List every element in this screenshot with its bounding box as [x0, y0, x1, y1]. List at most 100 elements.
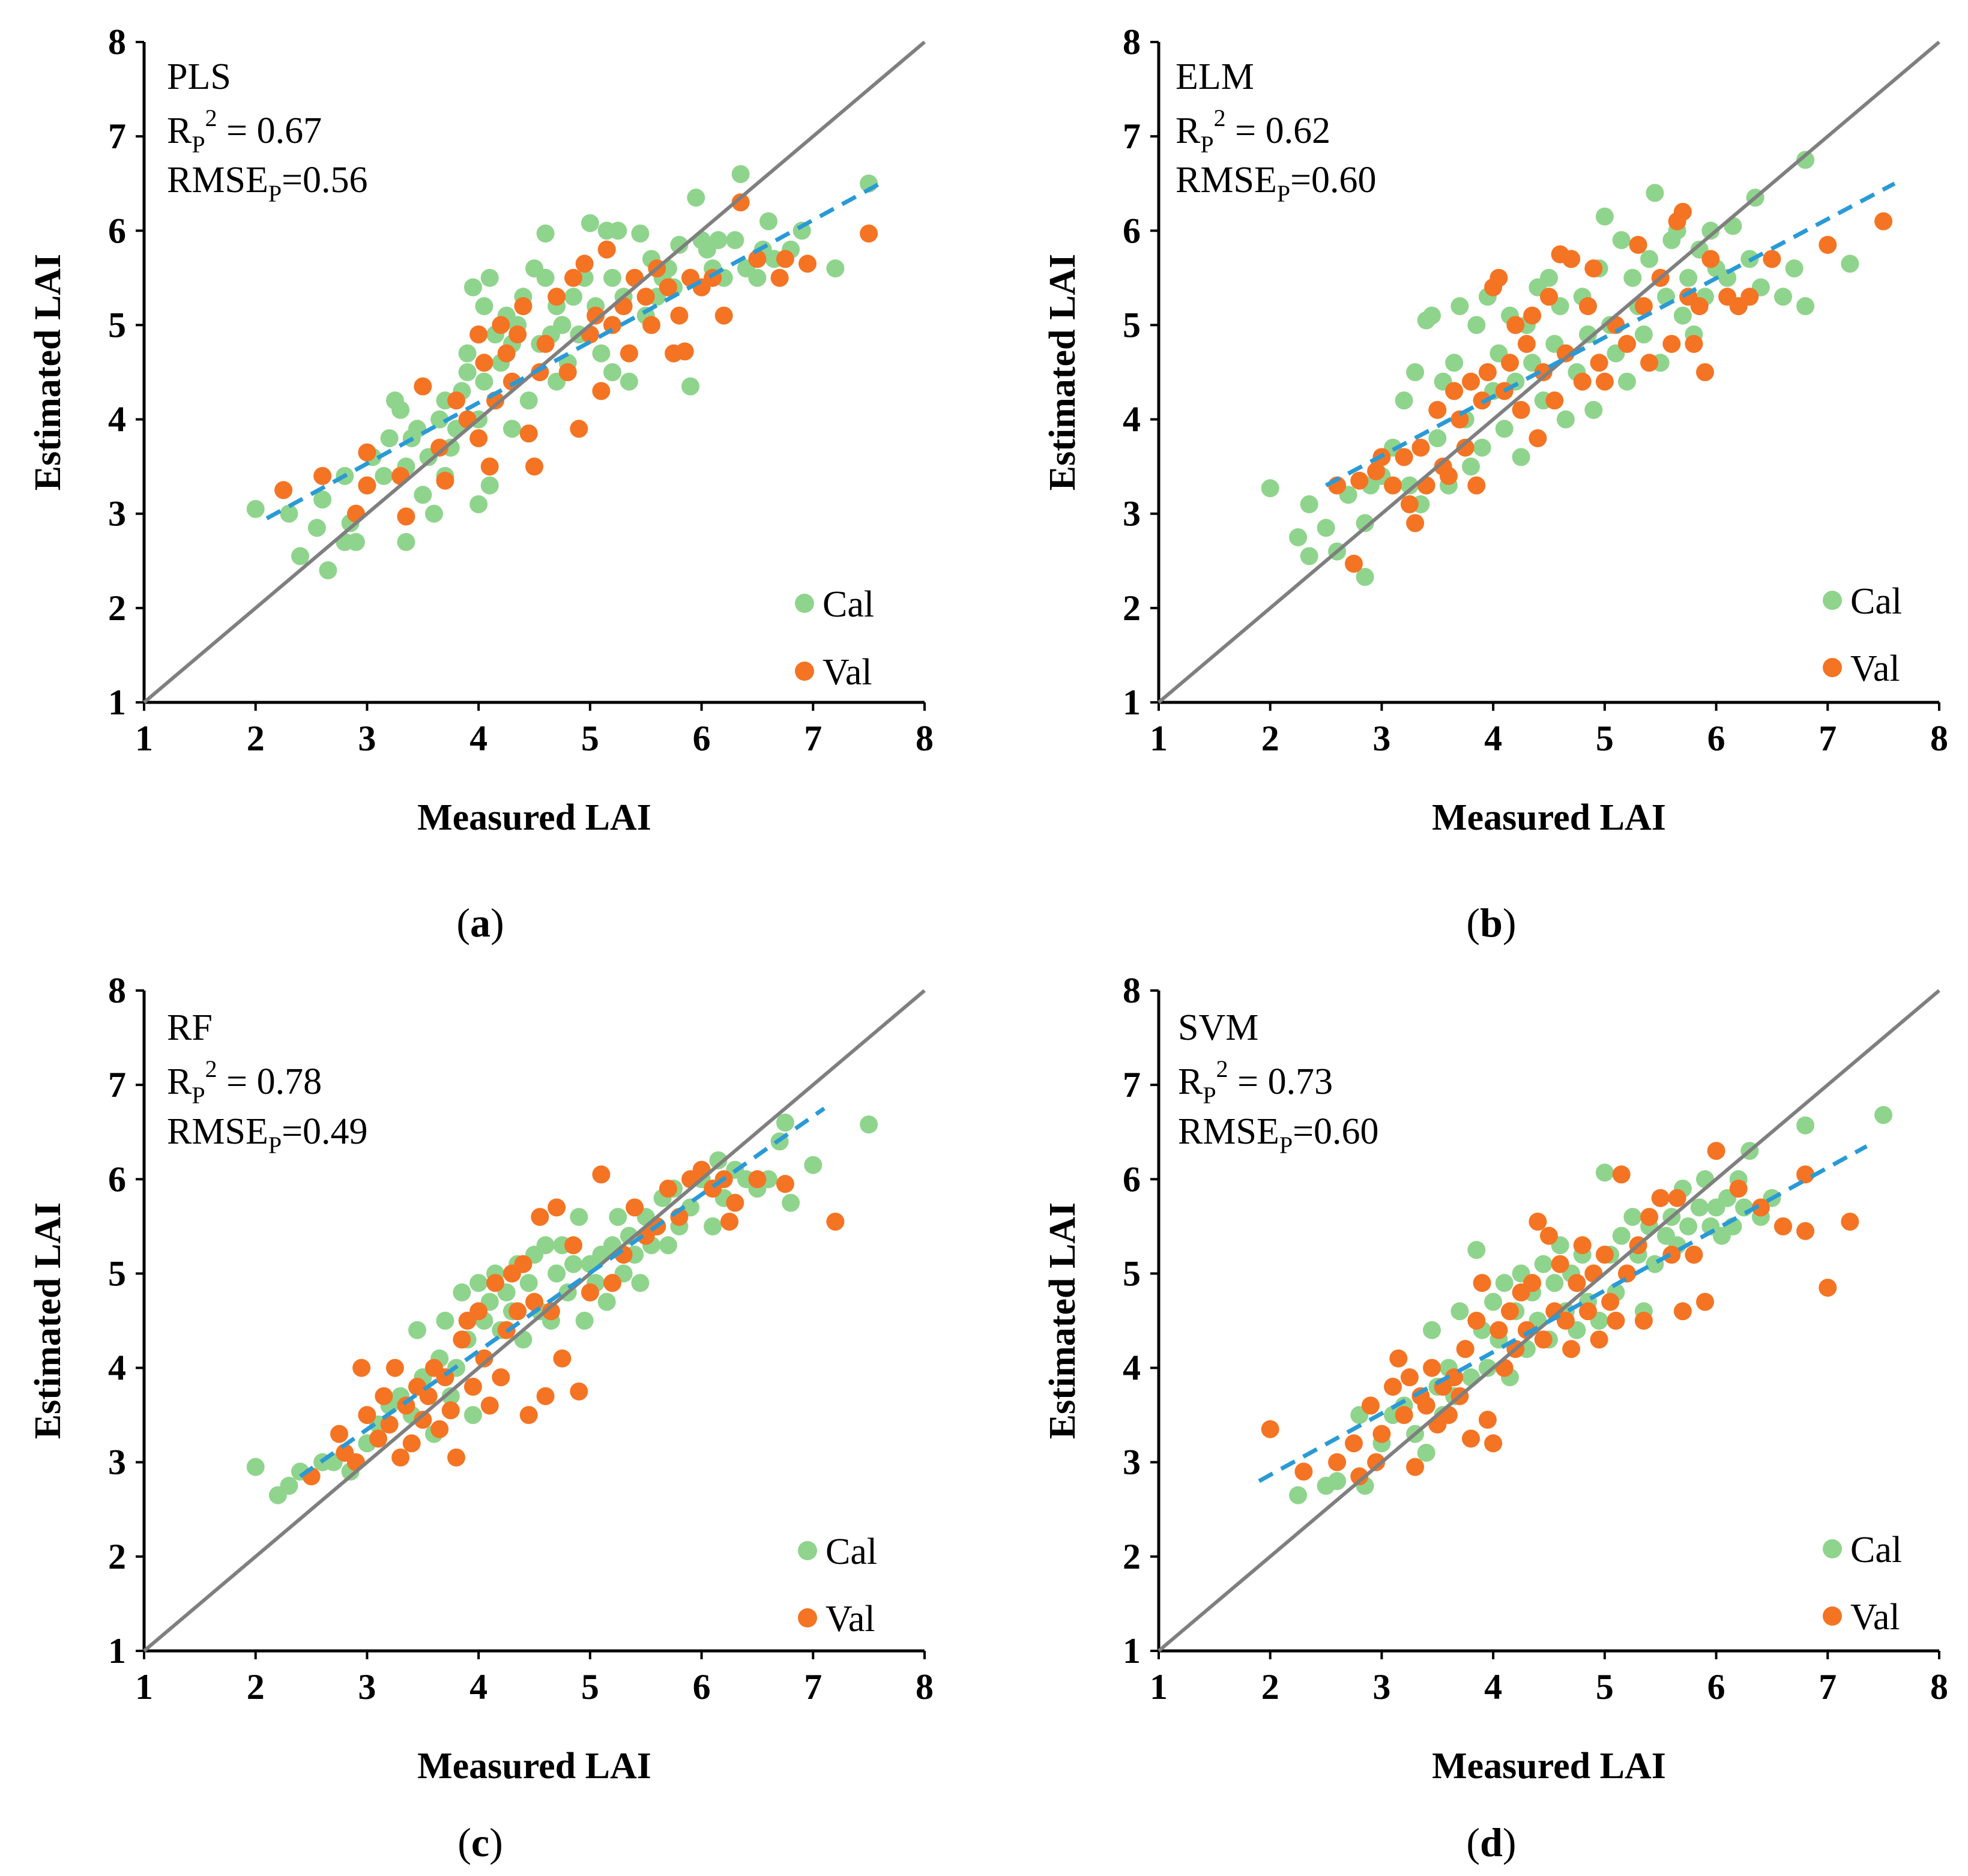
cal-point: [1423, 1321, 1441, 1339]
y-tick-label: 7: [108, 116, 126, 156]
cal-point: [307, 519, 326, 537]
cal-point: [1473, 438, 1491, 457]
cal-point: [1679, 1217, 1698, 1235]
cal-point: [631, 225, 650, 243]
val-point: [509, 325, 527, 344]
val-point: [358, 476, 376, 495]
x-tick-label: 2: [1261, 719, 1279, 758]
cal-point: [453, 1283, 471, 1301]
cal-point: [1261, 479, 1279, 498]
cal-point: [1406, 363, 1425, 381]
cal-point: [726, 231, 744, 249]
val-point: [1607, 1312, 1625, 1330]
x-tick-label: 4: [469, 1667, 487, 1707]
val-point: [1568, 1274, 1586, 1292]
cal-point: [480, 476, 499, 495]
val-point: [675, 342, 694, 361]
legend-val-marker: [1823, 1606, 1842, 1626]
y-tick-label: 2: [1123, 1537, 1141, 1576]
val-point: [1673, 202, 1692, 221]
val-point: [1579, 297, 1597, 315]
y-tick-label: 5: [1123, 305, 1141, 345]
val-point: [570, 1382, 588, 1401]
val-point: [1389, 1349, 1408, 1368]
val-point: [620, 344, 638, 363]
cal-point: [1612, 1226, 1631, 1245]
cal-point: [1623, 268, 1642, 287]
val-point: [1350, 471, 1369, 490]
val-point: [1345, 555, 1363, 573]
val-point: [1685, 334, 1703, 353]
cal-point: [1289, 528, 1308, 546]
cal-point: [597, 1292, 616, 1311]
val-point: [1629, 235, 1647, 254]
r2-annotation: RP2 = 0.67: [167, 104, 322, 158]
x-tick-label: 8: [1930, 1667, 1948, 1707]
cal-point: [709, 1151, 728, 1169]
val-point: [469, 1302, 488, 1321]
val-point: [330, 1425, 348, 1443]
val-point: [1841, 1213, 1859, 1231]
legend-val-label: Val: [1850, 1597, 1900, 1638]
val-point: [1534, 363, 1553, 381]
val-point: [1395, 448, 1413, 466]
x-axis-title: Measured LAI: [417, 1746, 651, 1787]
cal-point: [609, 1208, 627, 1226]
val-point: [776, 250, 794, 268]
val-point: [1473, 1274, 1491, 1292]
legend-val-marker: [798, 1608, 817, 1627]
val-point: [1673, 1302, 1692, 1321]
x-tick-label: 3: [1372, 719, 1390, 758]
cal-point: [1841, 255, 1859, 273]
cal-point: [748, 268, 767, 287]
cal-point: [346, 532, 365, 551]
x-tick-label: 8: [916, 1667, 934, 1707]
cal-point: [246, 1458, 265, 1476]
y-tick-label: 8: [1123, 971, 1141, 1010]
identity-line: [143, 989, 926, 1653]
val-point: [430, 1420, 449, 1438]
x-tick-label: 6: [693, 719, 711, 758]
cal-point: [280, 504, 298, 523]
legend-cal-label: Cal: [1850, 581, 1902, 622]
cal-point: [759, 212, 777, 231]
val-point: [492, 1368, 510, 1387]
cal-point: [1356, 568, 1374, 586]
cal-point: [1545, 1274, 1564, 1292]
val-point: [1595, 1246, 1614, 1264]
model-name: SVM: [1178, 1007, 1258, 1048]
cal-point: [553, 316, 572, 334]
val-point: [1685, 1246, 1703, 1264]
val-point: [558, 363, 577, 381]
cal-point: [1495, 420, 1514, 438]
val-point: [1590, 354, 1608, 372]
val-point: [1445, 382, 1464, 400]
val-point: [436, 471, 454, 490]
fit-line: [1258, 1144, 1868, 1483]
legend-cal-marker: [795, 594, 814, 613]
cal-point: [1445, 354, 1464, 372]
cal-point: [564, 1255, 582, 1273]
val-point: [375, 1387, 393, 1405]
val-point: [1345, 1434, 1363, 1453]
val-point: [726, 1193, 744, 1212]
cal-point: [475, 372, 494, 391]
val-point: [1562, 250, 1581, 268]
cal-point: [548, 1264, 566, 1283]
val-point: [453, 1330, 471, 1349]
cal-point: [430, 410, 449, 429]
x-tick-label: 1: [135, 1667, 153, 1707]
cal-point: [1450, 297, 1469, 315]
val-point: [581, 1283, 599, 1301]
val-point: [497, 344, 516, 363]
cal-point: [1623, 1208, 1642, 1226]
x-axis-title: Measured LAI: [1432, 797, 1666, 838]
val-point: [1573, 372, 1592, 391]
val-point: [385, 1359, 404, 1377]
cal-point: [1484, 1292, 1503, 1311]
cal-point: [1300, 547, 1318, 566]
cal-point: [1785, 259, 1803, 278]
cal-point: [1512, 448, 1530, 466]
val-point: [592, 382, 611, 400]
val-point: [1506, 316, 1525, 334]
